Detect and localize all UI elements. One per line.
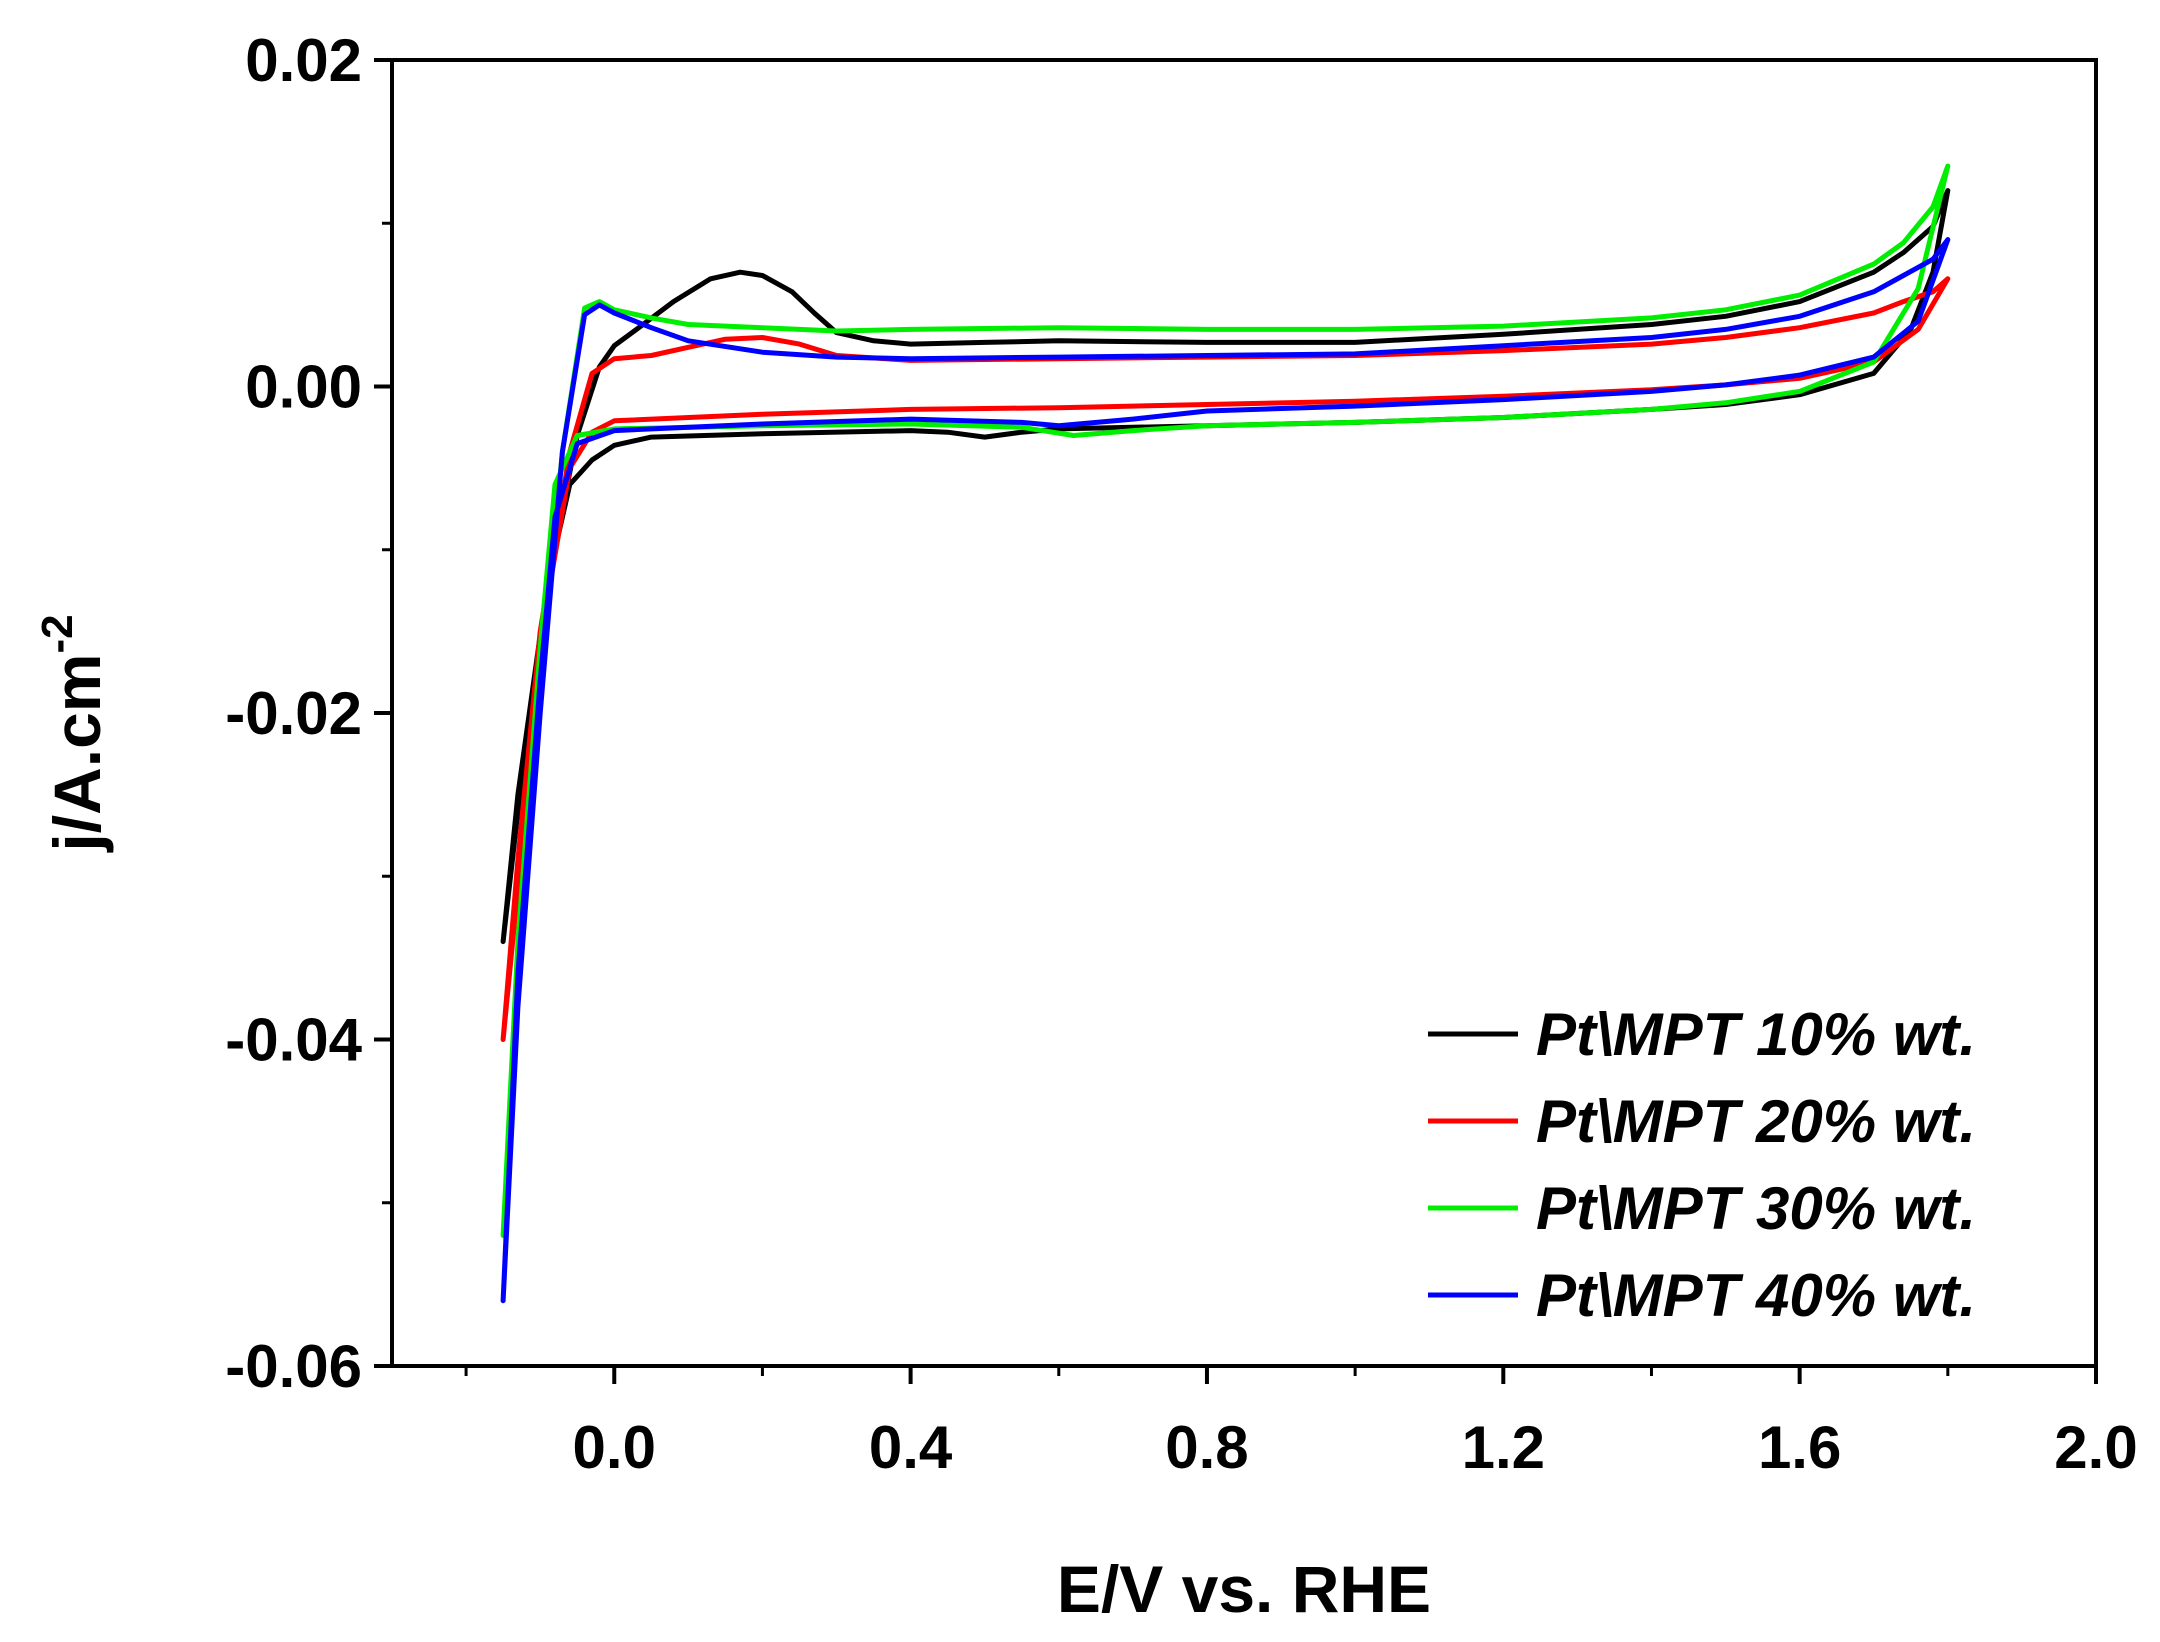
x-tick-label: 0.4 <box>869 1414 953 1481</box>
x-tick-label: 0.0 <box>573 1414 656 1481</box>
y-axis-title-main: j/A.cm <box>40 654 114 854</box>
legend: Pt\MPT 10% wt. Pt\MPT 20% wt. Pt\MPT 30% w… <box>1428 1001 1976 1329</box>
legend-label-1: Pt\MPT 10% wt. <box>1536 1001 1976 1068</box>
y-axis-title-group: j/A.cm-2 <box>33 614 114 853</box>
x-tick-label: 2.0 <box>2054 1414 2137 1481</box>
series-line-4 <box>500 237 1951 1304</box>
legend-label-3: Pt\MPT 30% wt. <box>1536 1175 1976 1242</box>
series-line-3 <box>500 163 1951 1238</box>
x-tick-label: 1.6 <box>1758 1414 1841 1481</box>
series-line-2 <box>500 276 1951 1042</box>
y-tick-label: -0.06 <box>225 1333 362 1400</box>
y-axis-title-superscript: -2 <box>33 614 82 653</box>
legend-label-4: Pt\MPT 40% wt. <box>1536 1262 1976 1329</box>
legend-label-2: Pt\MPT 20% wt. <box>1536 1088 1976 1155</box>
series-line-1 <box>500 188 1951 945</box>
y-axis-title: j/A.cm-2 <box>33 614 114 853</box>
axis-ticks <box>374 58 2098 1384</box>
axis-tick-labels: 0.0 0.4 0.8 1.2 1.6 2.0 0.02 0.00 -0.02 -0.04 -0.0… <box>225 27 2137 1481</box>
plot-frame <box>390 58 2098 1368</box>
y-tick-label: -0.04 <box>225 1007 362 1074</box>
data-curves <box>500 163 1951 1304</box>
x-tick-label: 0.8 <box>1165 1414 1248 1481</box>
y-tick-label: 0.00 <box>245 354 362 421</box>
y-tick-label: 0.02 <box>245 27 362 94</box>
x-axis-title: E/V vs. RHE <box>1057 1552 1431 1626</box>
x-tick-label: 1.2 <box>1462 1414 1545 1481</box>
y-tick-label: -0.02 <box>225 680 362 747</box>
